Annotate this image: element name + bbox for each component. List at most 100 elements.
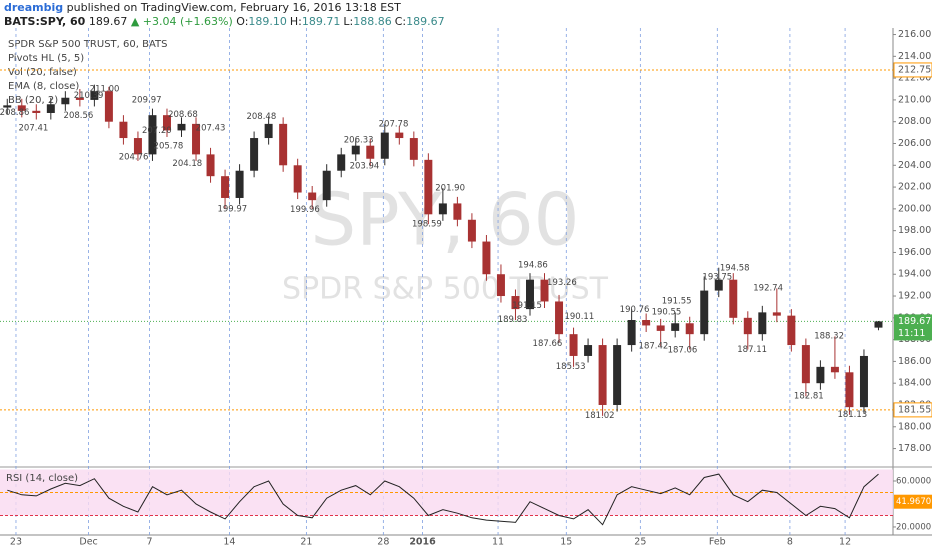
candle-body bbox=[700, 290, 709, 335]
candle-body bbox=[32, 110, 41, 113]
candle-body bbox=[642, 320, 651, 326]
y-tick-label: 212.00 bbox=[898, 73, 931, 84]
candle-body bbox=[816, 366, 825, 384]
rsi-marker-badge bbox=[894, 494, 932, 509]
y-tick-label: 204.00 bbox=[898, 160, 931, 171]
candle-body bbox=[438, 203, 447, 215]
pivot-label: 181.02 bbox=[585, 411, 615, 421]
pivot-label: 181.13 bbox=[837, 410, 867, 420]
pivot-label: 205.78 bbox=[154, 141, 184, 151]
x-tick-label: 12 bbox=[839, 537, 851, 548]
published: published on TradingView.com, February 1… bbox=[66, 1, 401, 14]
candle-body bbox=[859, 355, 868, 408]
pivot-label: 208.56 bbox=[64, 111, 94, 121]
watermark-symbol: SPY, 60 bbox=[311, 178, 580, 262]
y-tick-label: 20.0000 bbox=[896, 522, 931, 532]
candle-body bbox=[395, 132, 404, 139]
pivot-label: 192.74 bbox=[753, 283, 783, 293]
pivot-label: 187.06 bbox=[668, 345, 698, 355]
watermark-name: SPDR S&P 500 TRUST bbox=[282, 272, 609, 307]
author[interactable]: dreambig bbox=[4, 1, 64, 14]
candle-body bbox=[351, 145, 360, 155]
candle-body bbox=[308, 192, 317, 201]
x-tick-label: Feb bbox=[709, 537, 726, 548]
candle-body bbox=[61, 97, 70, 105]
y-tick-label: 214.00 bbox=[898, 51, 931, 62]
pivot-label: 189.83 bbox=[498, 315, 528, 325]
candle-body bbox=[787, 315, 796, 346]
pivot-label: 190.55 bbox=[652, 307, 682, 317]
candle-body bbox=[75, 97, 84, 100]
pivot-label: 187.66 bbox=[533, 339, 563, 349]
header-line: BATS:SPY, 60 189.67 ▲ +3.04 (+1.63%) O:1… bbox=[4, 15, 448, 29]
candle-body bbox=[845, 372, 854, 408]
candle-body bbox=[830, 366, 839, 373]
pivot-label: 190.11 bbox=[564, 312, 594, 322]
legend-item: Pivots HL (5, 5) bbox=[8, 53, 84, 64]
y-tick-label: 194.00 bbox=[898, 269, 931, 280]
legend-item: SPDR S&P 500 TRUST, 60, BATS bbox=[8, 39, 167, 50]
candle-body bbox=[540, 279, 549, 302]
candle-body bbox=[685, 323, 694, 335]
level-label: 212.75 bbox=[898, 64, 931, 75]
candle-body bbox=[409, 138, 418, 160]
candle-body bbox=[46, 104, 55, 113]
candle-body bbox=[801, 345, 810, 384]
candle-body bbox=[656, 325, 665, 331]
header: dreambig published on TradingView.com, F… bbox=[4, 1, 448, 29]
candle-body bbox=[424, 159, 433, 215]
pivot-label: 191.15 bbox=[512, 301, 542, 311]
x-tick-label: 8 bbox=[787, 537, 793, 548]
pivot-label: 194.86 bbox=[518, 260, 548, 270]
ohlc-key: H: bbox=[289, 15, 302, 28]
candle-body bbox=[598, 345, 607, 405]
candle-body bbox=[729, 279, 738, 318]
pivot-label: 193.75 bbox=[702, 272, 732, 282]
candle-body bbox=[380, 132, 389, 159]
candle-body bbox=[293, 165, 302, 193]
candle-body bbox=[322, 170, 331, 201]
legend-item: BB (20, 2) bbox=[8, 95, 58, 106]
pivot-label: 207.43 bbox=[196, 123, 226, 133]
y-tick-label: 184.00 bbox=[898, 378, 931, 389]
x-tick-label: 21 bbox=[300, 537, 312, 548]
candle-body bbox=[162, 115, 171, 131]
pivot-label: 199.96 bbox=[290, 205, 320, 215]
candle-body bbox=[17, 105, 26, 111]
x-tick-label: 14 bbox=[223, 537, 235, 548]
pivot-label: 206.33 bbox=[344, 135, 374, 145]
candle-body bbox=[119, 121, 128, 139]
rsi-line bbox=[7, 473, 879, 526]
last: 189.67 bbox=[88, 15, 128, 28]
candle-body bbox=[235, 170, 244, 198]
legend-item: EMA (8, close) bbox=[8, 81, 79, 92]
ohlc-value: 189.71 bbox=[301, 15, 341, 28]
pivot-label: 210.39 bbox=[74, 91, 104, 101]
y-tick-label: 192.00 bbox=[898, 291, 931, 302]
pivot-label: 207.41 bbox=[19, 124, 49, 134]
y-tick-label: 208.00 bbox=[898, 116, 931, 127]
y-tick-label: 180.00 bbox=[898, 421, 931, 432]
header-line: dreambig published on TradingView.com, F… bbox=[4, 1, 448, 15]
rsi-marker-label: 41.9670 bbox=[896, 497, 931, 507]
x-tick-label: 23 bbox=[10, 537, 22, 548]
y-tick-label: 60.0000 bbox=[896, 476, 931, 486]
candle-body bbox=[104, 91, 113, 122]
candle-body bbox=[743, 317, 752, 335]
candle-body bbox=[250, 138, 259, 171]
y-tick-label: 198.00 bbox=[898, 225, 931, 236]
pivot-label: 193.26 bbox=[547, 278, 577, 288]
candle-body bbox=[90, 91, 99, 100]
pivot-label: 187.11 bbox=[737, 345, 767, 355]
candle-body bbox=[496, 274, 505, 297]
y-tick-label: 196.00 bbox=[898, 247, 931, 258]
change: ▲ +3.04 (+1.63%) bbox=[130, 15, 233, 28]
candle-body bbox=[758, 312, 767, 335]
x-tick-label: 28 bbox=[377, 537, 389, 548]
pivot-label: 211.00 bbox=[90, 85, 120, 95]
candle-body bbox=[337, 154, 346, 171]
pivot-label: 185.53 bbox=[556, 362, 586, 372]
candle-body bbox=[613, 345, 622, 405]
